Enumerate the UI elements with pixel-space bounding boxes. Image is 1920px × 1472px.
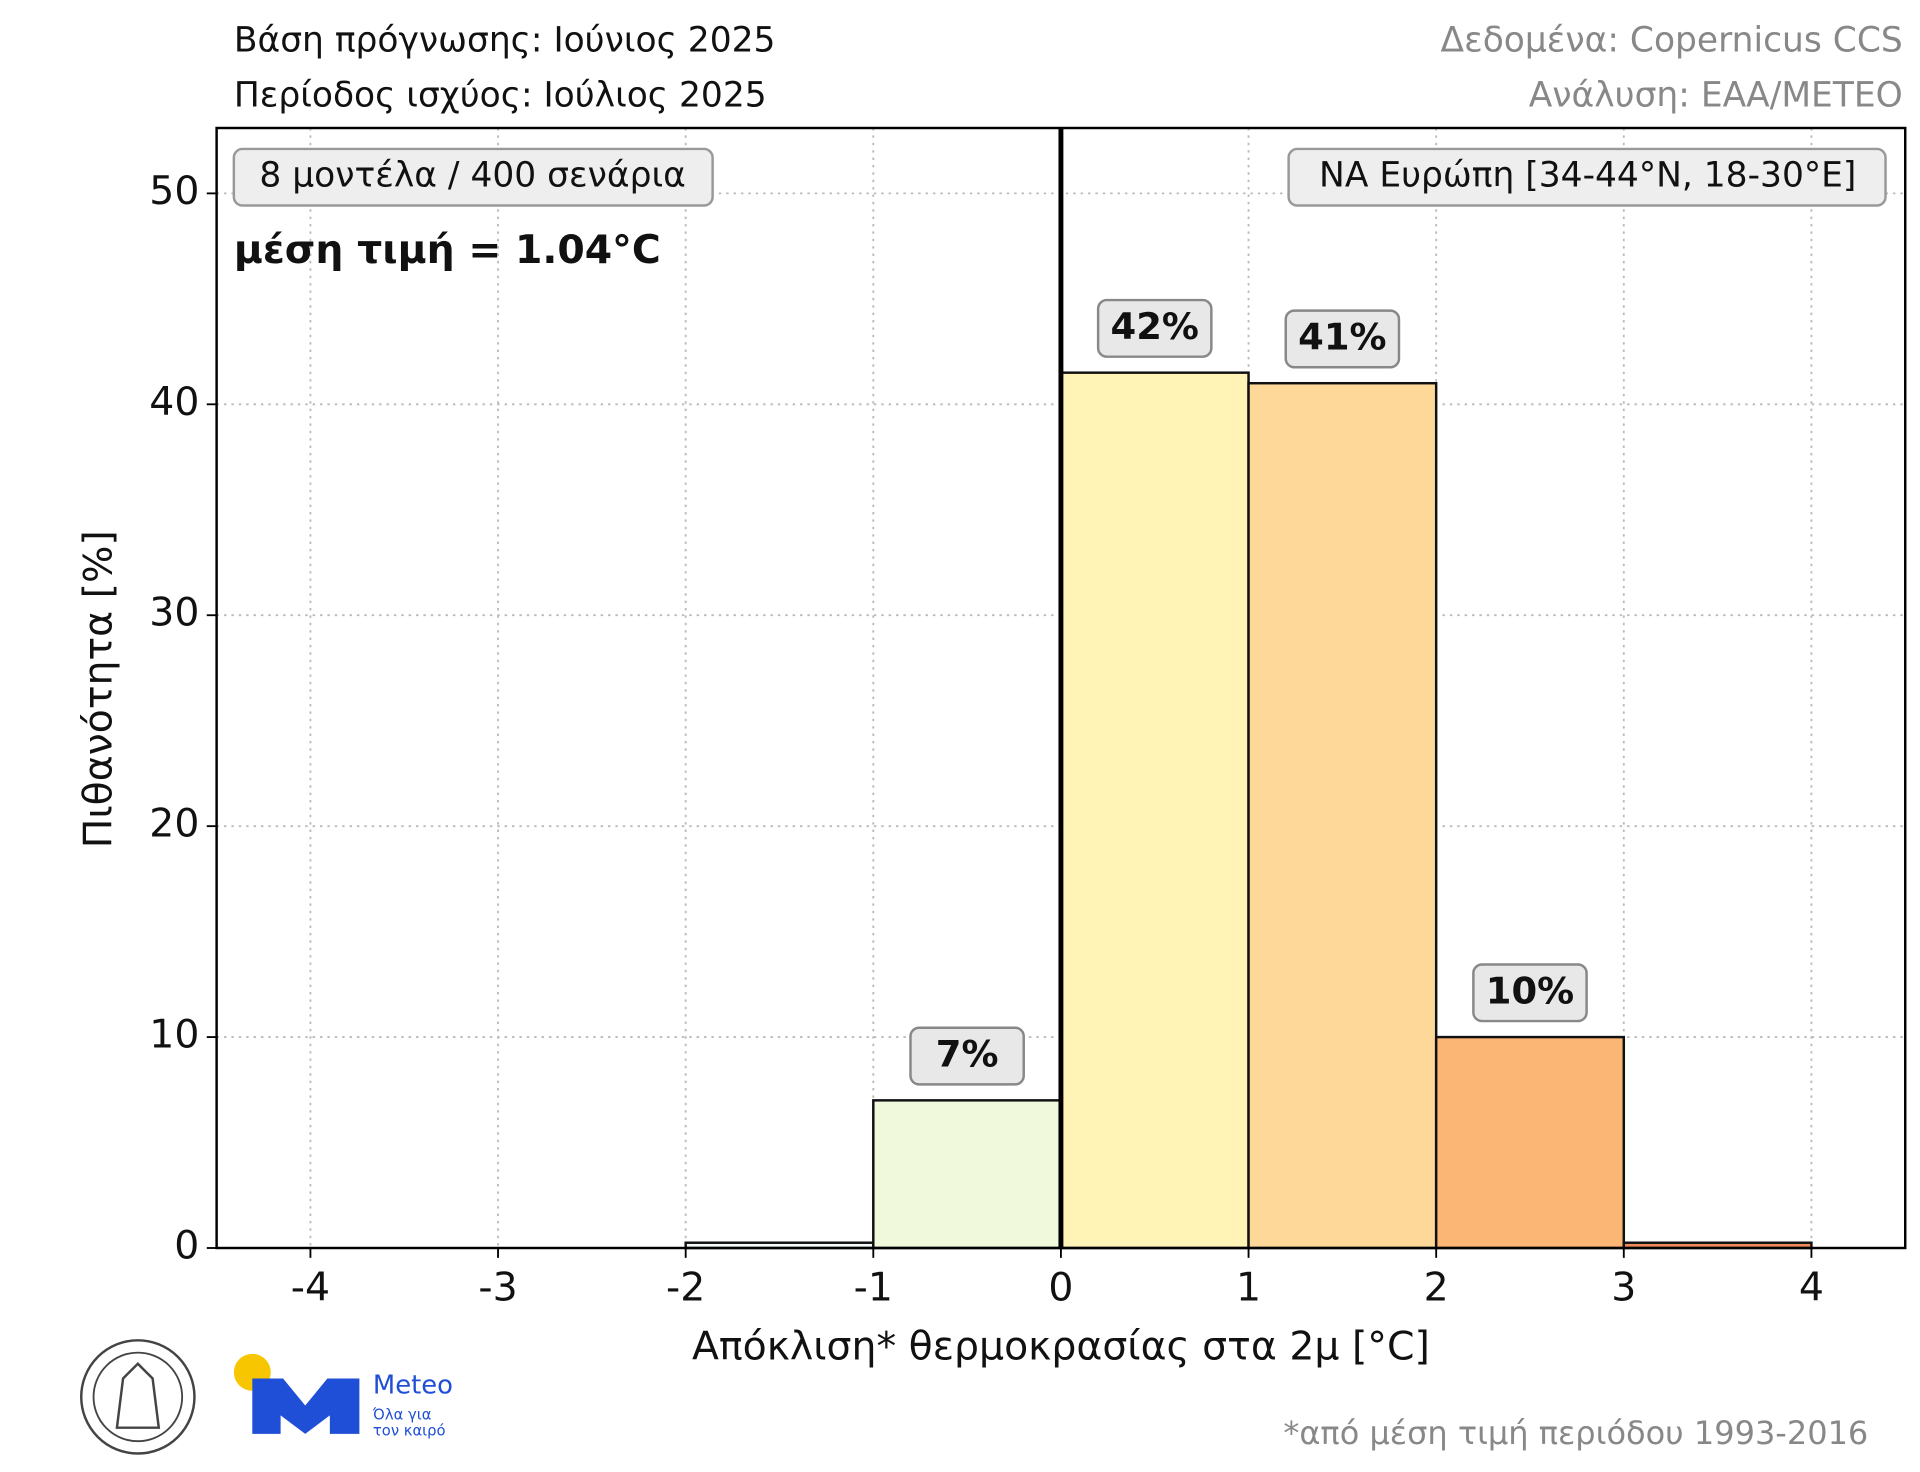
data-label-box bbox=[1096, 298, 1213, 358]
data-label: 41% bbox=[1298, 315, 1386, 358]
plot: 0 10 20 30 40 50 -4 -3 -2 -1 0 1 2 3 4 7% 42% 41% 10% bbox=[149, 126, 1907, 1310]
x-tick-label: -2 bbox=[666, 1264, 705, 1310]
x-tick-label: 2 bbox=[1424, 1264, 1449, 1310]
x-tick-label: -1 bbox=[854, 1264, 893, 1310]
y-tick-label: 50 bbox=[149, 168, 199, 214]
y-tick-label: 40 bbox=[149, 379, 199, 425]
region-box bbox=[1287, 147, 1887, 207]
valid-period: Περίοδος ισχύος: Ιούλιος 2025 bbox=[234, 76, 767, 116]
forecast-base: Βάση πρόγνωσης: Ιούνιος 2025 bbox=[234, 20, 776, 60]
y-tick-label: 0 bbox=[174, 1222, 199, 1268]
bar bbox=[1059, 371, 1250, 1250]
data-label: 42% bbox=[1111, 305, 1199, 348]
meteo-logo: Meteo Όλα για τον καιρό bbox=[233, 1353, 453, 1439]
data-label: 7% bbox=[936, 1033, 999, 1076]
data-label: 10% bbox=[1486, 969, 1574, 1012]
data-label-box bbox=[1472, 963, 1588, 1023]
x-tick-label: 0 bbox=[1048, 1264, 1073, 1310]
x-tick-label: 3 bbox=[1611, 1264, 1636, 1310]
ensemble-text: 8 μοντέλα / 400 σενάρια bbox=[259, 156, 685, 196]
x-tick-label: -3 bbox=[478, 1264, 517, 1310]
mean-annotation: μέση τιμή = 1.04°C bbox=[234, 227, 661, 273]
logo-tagline: τον καιρό bbox=[373, 1422, 446, 1439]
bar bbox=[1247, 381, 1438, 1250]
footnote: *από μέση τιμή περιόδου 1993-2016 bbox=[1283, 1414, 1868, 1452]
data-label-box bbox=[1284, 309, 1401, 369]
x-axis-label: Απόκλιση* θερμοκρασίας στα 2μ [°C] bbox=[692, 1323, 1430, 1369]
plot-frame bbox=[215, 126, 1907, 1250]
y-tick-label: 20 bbox=[149, 801, 199, 847]
bar bbox=[872, 1099, 1063, 1250]
x-tick-label: -4 bbox=[291, 1264, 330, 1310]
y-tick-label: 10 bbox=[149, 1012, 199, 1058]
analysis: Ανάλυση: ΕΑΑ/METEO bbox=[1529, 76, 1903, 116]
data-label-box bbox=[909, 1026, 1025, 1086]
logo-tagline: Όλα για bbox=[372, 1406, 432, 1423]
x-tick-label: 1 bbox=[1236, 1264, 1261, 1310]
y-tick-label: 30 bbox=[149, 590, 199, 636]
observatory-logo bbox=[80, 1339, 196, 1455]
data-source: Δεδομένα: Copernicus CCS bbox=[1441, 20, 1903, 60]
region-text: ΝΑ Ευρώπη [34-44°N, 18-30°E] bbox=[1319, 156, 1856, 196]
x-tick-label: 4 bbox=[1799, 1264, 1824, 1310]
y-axis-label: Πιθανότητα [%] bbox=[75, 530, 121, 848]
bar bbox=[1434, 1035, 1626, 1250]
ensemble-box bbox=[232, 147, 714, 207]
logo-name: Meteo bbox=[373, 1370, 453, 1400]
